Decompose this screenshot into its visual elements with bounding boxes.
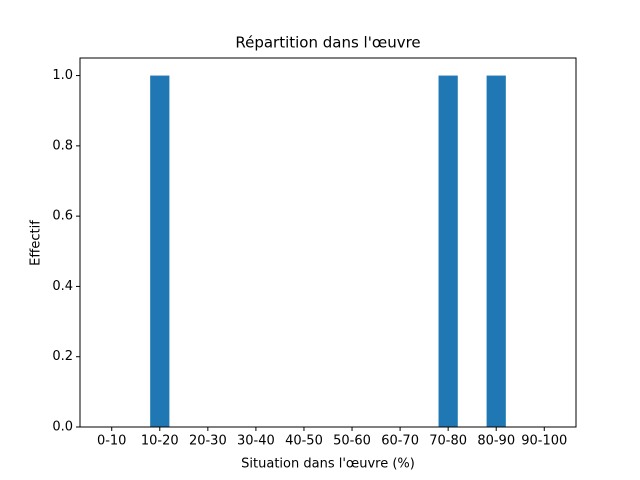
y-tick-label: 0.4 [52, 279, 73, 294]
x-tick-label: 50-60 [333, 434, 371, 449]
bar [486, 75, 506, 428]
plot-frame [79, 57, 577, 428]
x-tick-label: 80-90 [477, 434, 515, 449]
x-tick-label: 10-20 [141, 434, 179, 449]
x-tick-label: 60-70 [381, 434, 419, 449]
x-tick-label: 40-50 [285, 434, 323, 449]
y-tick-label: 0.6 [52, 209, 73, 224]
y-tick-label: 0.2 [52, 349, 73, 364]
bar [438, 75, 458, 428]
chart-title: Répartition dans l'œuvre [235, 34, 420, 52]
y-tick-label: 0.0 [52, 420, 73, 435]
x-tick-label: 0-10 [97, 434, 127, 449]
bar [150, 75, 170, 428]
x-tick-label: 90-100 [521, 434, 567, 449]
x-axis-label: Situation dans l'œuvre (%) [241, 457, 415, 472]
y-tick-label: 1.0 [52, 68, 73, 83]
x-tick-label: 20-30 [189, 434, 227, 449]
x-tick-label: 70-80 [429, 434, 467, 449]
y-tick-label: 0.8 [52, 138, 73, 153]
y-axis-label: Effectif [29, 220, 44, 266]
x-tick-label: 30-40 [237, 434, 275, 449]
